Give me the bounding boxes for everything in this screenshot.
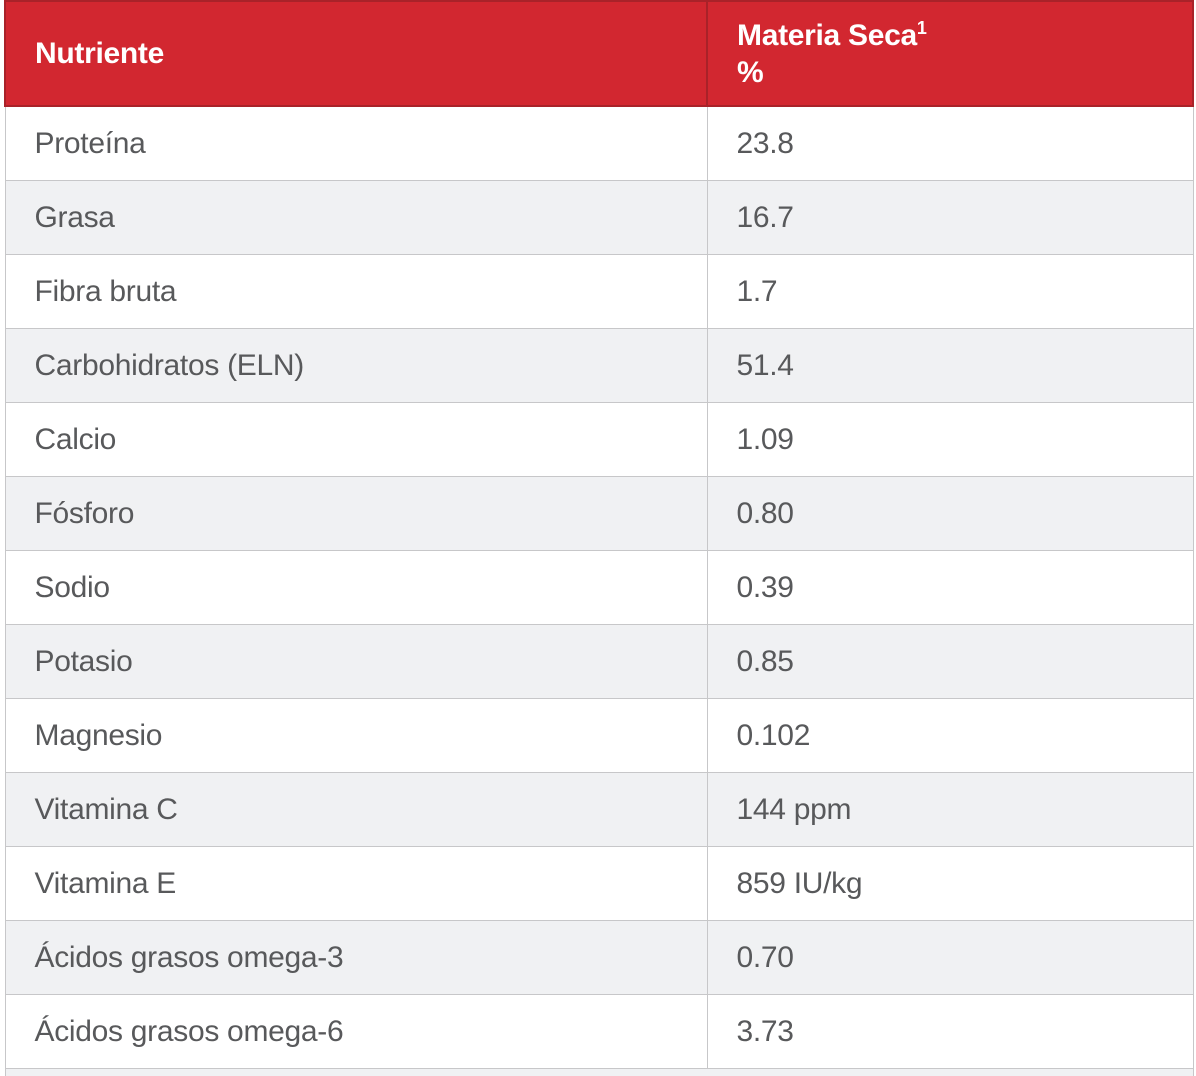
header-row: Nutriente Materia Seca1 %: [4, 0, 1194, 107]
nutrient-cell: Vitamina E: [4, 846, 708, 921]
nutrient-cell: Fibra bruta: [4, 254, 708, 329]
nutrient-cell: Grasa: [4, 180, 708, 255]
value-cell: 859 IU/kg: [706, 846, 1194, 921]
nutrient-cell: Ácidos grasos omega-3: [4, 920, 708, 995]
partial-next-row: [4, 1068, 1194, 1076]
nutrition-table: Nutriente Materia Seca1 % Proteína 23.8 Gr…: [4, 0, 1194, 1076]
value-cell: 0.70: [706, 920, 1194, 995]
table-row: Magnesio 0.102: [4, 698, 1194, 773]
table-row: Calcio 1.09: [4, 402, 1194, 477]
value-cell: 1.7: [706, 254, 1194, 329]
nutrient-cell: Proteína: [4, 105, 708, 181]
nutrient-cell: Carbohidratos (ELN): [4, 328, 708, 403]
value-column-header-footnote-marker: 1: [916, 17, 927, 38]
value-cell: 16.7: [706, 180, 1194, 255]
nutrient-cell: Sodio: [4, 550, 708, 625]
table-row: Vitamina C 144 ppm: [4, 772, 1194, 847]
value-cell: 0.102: [706, 698, 1194, 773]
nutrition-table-container: Nutriente Materia Seca1 % Proteína 23.8 Gr…: [4, 0, 1194, 1076]
value-cell: 0.80: [706, 476, 1194, 551]
table-body: Proteína 23.8 Grasa 16.7 Fibra bruta 1.7 Carbo…: [4, 105, 1194, 1069]
value-cell: 51.4: [706, 328, 1194, 403]
table-row: Vitamina E 859 IU/kg: [4, 846, 1194, 921]
value-cell: 3.73: [706, 994, 1194, 1069]
table-row: Fibra bruta 1.7: [4, 254, 1194, 329]
table-row: Ácidos grasos omega-3 0.70: [4, 920, 1194, 995]
value-column-header-unit: %: [737, 55, 764, 89]
value-cell: 0.85: [706, 624, 1194, 699]
value-cell: 144 ppm: [706, 772, 1194, 847]
table-row: Grasa 16.7: [4, 180, 1194, 255]
nutrient-cell: Fósforo: [4, 476, 708, 551]
table-row: Ácidos grasos omega-6 3.73: [4, 994, 1194, 1069]
nutrient-column-header-label: Nutriente: [35, 37, 164, 70]
value-cell: 23.8: [706, 105, 1194, 181]
table-row: Sodio 0.39: [4, 550, 1194, 625]
nutrient-cell: Vitamina C: [4, 772, 708, 847]
table-row: Fósforo 0.80: [4, 476, 1194, 551]
table-row: Carbohidratos (ELN) 51.4: [4, 328, 1194, 403]
nutrient-column-header: Nutriente: [4, 0, 708, 107]
nutrient-cell: Potasio: [4, 624, 708, 699]
value-column-header: Materia Seca1 %: [706, 0, 1194, 107]
table-footer: [4, 1068, 1194, 1076]
nutrient-cell: Magnesio: [4, 698, 708, 773]
table-row: Potasio 0.85: [4, 624, 1194, 699]
nutrient-cell: Ácidos grasos omega-6: [4, 994, 708, 1069]
value-column-header-title: Materia Seca: [737, 18, 917, 52]
table-row: Proteína 23.8: [4, 105, 1194, 181]
value-cell: 1.09: [706, 402, 1194, 477]
nutrient-cell: Calcio: [4, 402, 708, 477]
partial-next-row-cell: [4, 1068, 1194, 1076]
value-column-header-title-line: Materia Seca1: [737, 17, 1192, 54]
table-header: Nutriente Materia Seca1 %: [4, 0, 1194, 107]
value-cell: 0.39: [706, 550, 1194, 625]
